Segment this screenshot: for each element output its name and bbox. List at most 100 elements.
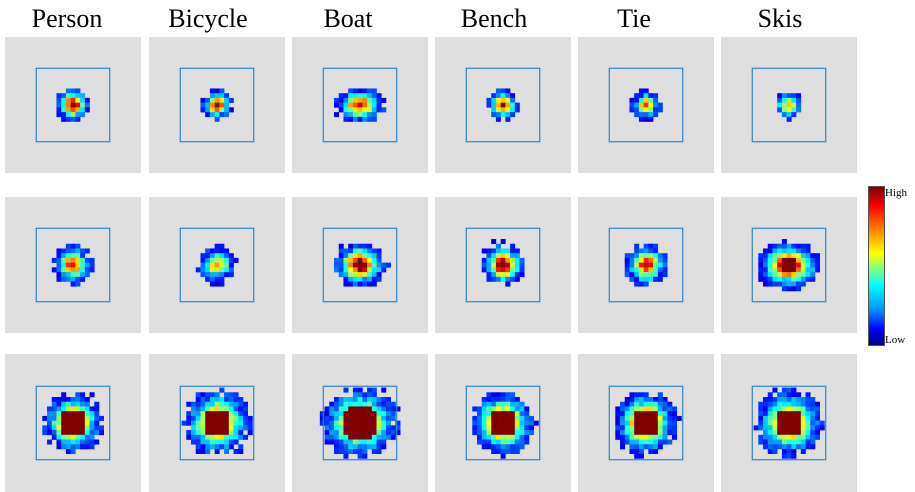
- heatmap-cell: [791, 107, 797, 113]
- heatmap-cell: [80, 434, 86, 440]
- heatmap-cell: [205, 257, 211, 263]
- heatmap-cell: [61, 102, 67, 108]
- heatmap-cell: [205, 262, 211, 268]
- heatmap-cell: [629, 448, 635, 454]
- heatmap-cell: [491, 411, 497, 417]
- heatmap-cell: [781, 420, 787, 426]
- heatmap-cell: [228, 415, 234, 421]
- heatmap-cell: [334, 406, 340, 412]
- heatmap-cell: [648, 430, 654, 436]
- heatmap-cell: [786, 243, 792, 249]
- heatmap-cell: [791, 401, 797, 407]
- heatmap-cell: [648, 272, 654, 278]
- heatmap-cell: [238, 420, 244, 426]
- heatmap-cell: [75, 112, 81, 118]
- heatmap-cell: [228, 420, 234, 426]
- heatmap-cell: [505, 276, 511, 282]
- heatmap-cell: [519, 425, 525, 431]
- heatmap-cell: [376, 425, 382, 431]
- heatmap-cell: [638, 397, 644, 403]
- heatmap-cell: [80, 267, 86, 273]
- heatmap-cell: [500, 444, 506, 450]
- reference-box: [35, 67, 111, 143]
- heatmap-cell: [47, 406, 53, 412]
- heatmap-cell: [56, 406, 62, 412]
- heatmap-cell: [338, 444, 344, 450]
- heatmap-cell: [219, 420, 225, 426]
- heatmap-cell: [510, 102, 516, 108]
- heatmap-cell: [205, 401, 211, 407]
- heatmap-cell: [767, 257, 773, 263]
- heatmap-cell: [338, 448, 344, 454]
- heatmap-cell: [791, 430, 797, 436]
- heatmap-cell: [205, 415, 211, 421]
- heatmap-cell: [376, 415, 382, 421]
- heatmap-cell: [352, 281, 358, 287]
- heatmap-cell: [343, 425, 349, 431]
- heatmap-cell: [61, 272, 67, 278]
- heatmap-cell: [796, 276, 802, 282]
- heatmap-cell: [481, 444, 487, 450]
- heatmap-cell: [61, 397, 67, 403]
- heatmap-cell: [653, 434, 659, 440]
- heatmap-cell: [200, 253, 206, 259]
- heatmap-cell: [786, 415, 792, 421]
- heatmap-cell: [634, 444, 640, 450]
- heatmap-cell: [763, 415, 769, 421]
- heatmap-cell: [500, 267, 506, 273]
- heatmap-cell: [796, 420, 802, 426]
- heatmap-cell: [505, 401, 511, 407]
- heatmap-cell: [800, 262, 806, 268]
- heatmap-cell: [209, 439, 215, 445]
- heatmap-cell: [205, 107, 211, 113]
- heatmap-cell: [362, 257, 368, 263]
- heatmap-cell: [514, 406, 520, 412]
- heatmap-cell: [75, 420, 81, 426]
- heatmap-cell: [84, 248, 90, 254]
- heatmap-cell: [657, 276, 663, 282]
- heatmap-cell: [638, 448, 644, 454]
- heatmap-cell: [491, 93, 497, 99]
- heatmap-cell: [495, 415, 501, 421]
- heatmap-cell: [505, 272, 511, 278]
- heatmap-cell: [638, 93, 644, 99]
- heatmap-cell: [228, 262, 234, 268]
- heatmap-cell: [343, 397, 349, 403]
- heatmap-cell: [362, 453, 368, 459]
- reference-box: [179, 67, 255, 143]
- heatmap-cell: [84, 262, 90, 268]
- heatmap-cell: [94, 430, 100, 436]
- heatmap-cell: [214, 93, 220, 99]
- heatmap-cell: [61, 411, 67, 417]
- heatmap-cell: [334, 444, 340, 450]
- heatmap-cell: [343, 420, 349, 426]
- heatmap-cell: [343, 248, 349, 254]
- heatmap-cell: [338, 397, 344, 403]
- heatmap-cell: [371, 276, 377, 282]
- heatmap-cell: [514, 107, 520, 113]
- heatmap-cell: [224, 444, 230, 450]
- heatmap-cell: [56, 411, 62, 417]
- heatmap-cell: [348, 434, 354, 440]
- heatmap-cell: [781, 257, 787, 263]
- heatmap-cell: [376, 411, 382, 417]
- heatmap-cell: [624, 430, 630, 436]
- heatmap-cell: [514, 253, 520, 259]
- heatmap-cell: [657, 444, 663, 450]
- heatmap-cell: [338, 272, 344, 278]
- heatmap-cell: [671, 434, 677, 440]
- heatmap-cell: [357, 420, 363, 426]
- heatmap-cell: [352, 420, 358, 426]
- heatmap-cell: [495, 397, 501, 403]
- heatmap-panel-boat-row1: [292, 37, 428, 173]
- heatmap-cell: [205, 102, 211, 108]
- heatmap-cell: [319, 420, 325, 426]
- heatmap-cell: [209, 415, 215, 421]
- heatmap-cell: [810, 276, 816, 282]
- heatmap-cell: [648, 116, 654, 122]
- heatmap-cell: [219, 406, 225, 412]
- heatmap-cell: [219, 397, 225, 403]
- heatmap-cell: [352, 107, 358, 113]
- heatmap-cell: [224, 267, 230, 273]
